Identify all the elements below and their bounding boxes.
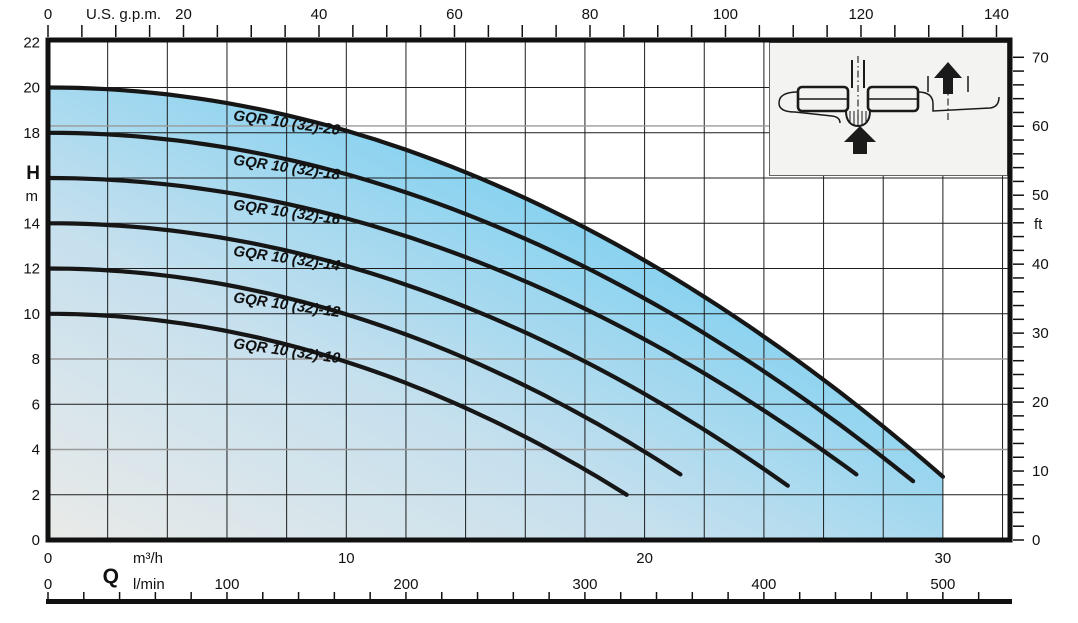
right-axis-tick-label: 20 — [1032, 394, 1049, 411]
pump-schematic-icon — [769, 42, 1008, 176]
pump-curve — [45, 311, 629, 497]
axes-layer: 0 20 40 60 80 100 120 1400102030405060702220181… — [23, 6, 1049, 604]
top-axis-tick-label: 120 — [848, 6, 873, 23]
pump-curve — [45, 266, 683, 477]
pump-curve — [45, 175, 859, 477]
lmin-axis-line — [46, 599, 1012, 604]
lmin-axis-tick-label: 500 — [930, 576, 955, 593]
left-axis-tick-label: 22 — [23, 34, 40, 51]
right-axis-tick-label: 0 — [1032, 532, 1040, 549]
left-axis-tick-label: 18 — [23, 125, 40, 142]
m3h-axis-tick-label: 20 — [636, 550, 653, 567]
right-axis-tick-label: 30 — [1032, 325, 1049, 342]
right-axis-tick-label: 40 — [1032, 256, 1049, 273]
lmin-axis-tick-label: 300 — [572, 576, 597, 593]
top-axis-tick-label: 40 — [311, 6, 328, 23]
lmin-axis-tick-label: 200 — [393, 576, 418, 593]
lmin-axis-tick-label: 400 — [751, 576, 776, 593]
m3h-axis-tick-label: 0 — [44, 550, 52, 567]
head-axis-symbol: H — [26, 163, 40, 184]
pump-curve — [45, 221, 790, 488]
right-axis-tick-label: 60 — [1032, 118, 1049, 135]
m3h-axis-tick-label: 10 — [338, 550, 355, 567]
pump-curve — [45, 130, 916, 484]
left-axis-tick-label: 0 — [32, 532, 40, 549]
plot-border — [45, 37, 1013, 543]
curves-layer — [45, 85, 945, 497]
left-axis-tick-label: 10 — [23, 306, 40, 323]
flow-axis-unit-m3h: m³/h — [133, 550, 163, 567]
right-axis-tick-label: 50 — [1032, 187, 1049, 204]
outlet-arrow-icon — [934, 62, 962, 94]
left-axis-tick-label: 4 — [32, 442, 40, 459]
pump-curve — [45, 85, 945, 479]
left-axis-tick-label: 14 — [23, 215, 40, 232]
right-axis-tick-label: 10 — [1032, 463, 1049, 480]
inlet-arrow-icon — [844, 126, 876, 154]
top-axis-tick-label: 20 — [175, 6, 192, 23]
m3h-axis-tick-label: 30 — [935, 550, 952, 567]
top-axis-tick-label: 100 — [713, 6, 738, 23]
top-axis-tick-label: 0 — [44, 6, 52, 23]
left-axis-tick-label: 6 — [32, 396, 40, 413]
left-axis-tick-label: 20 — [23, 80, 40, 97]
flow-axis-symbol: Q — [103, 565, 119, 588]
left-axis-tick-label: 8 — [32, 351, 40, 368]
right-axis-tick-label: 70 — [1032, 49, 1049, 66]
left-axis-tick-label: 12 — [23, 261, 40, 278]
head-axis-unit-m: m — [26, 188, 39, 205]
top-axis-tick-label: 140 — [984, 6, 1009, 23]
left-axis-tick-label: 2 — [32, 487, 40, 504]
top-axis-tick-label: 80 — [582, 6, 599, 23]
flow-axis-unit-lmin: l/min — [133, 576, 165, 593]
lmin-axis-tick-label: 100 — [214, 576, 239, 593]
top-axis-unit: U.S. g.p.m. — [86, 6, 161, 23]
top-axis-tick-label: 60 — [446, 6, 463, 23]
head-axis-unit-ft: ft — [1034, 216, 1043, 233]
lmin-axis-tick-label: 0 — [44, 576, 52, 593]
